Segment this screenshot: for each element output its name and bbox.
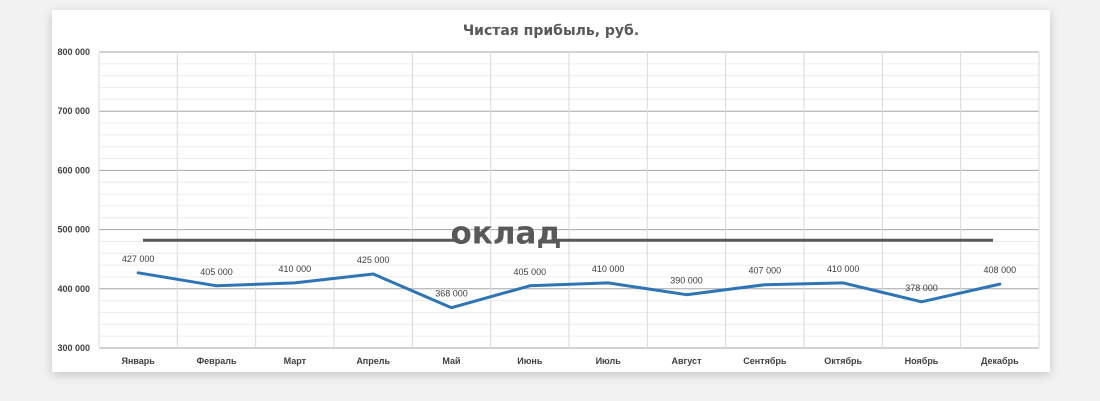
x-tick-label: Май (442, 356, 460, 366)
data-label: 410 000 (592, 264, 625, 274)
chart-card (52, 10, 1050, 372)
x-tick-label: Сентябрь (743, 356, 787, 366)
y-tick-label: 800 000 (57, 47, 90, 57)
data-label: 425 000 (357, 255, 390, 265)
data-labels: 427 000 405 000 410 000 425 000 368 000 405 0… (122, 254, 1016, 299)
x-tick-label: Апрель (356, 356, 390, 366)
data-label: 405 000 (514, 267, 547, 277)
data-label: 427 000 (122, 254, 155, 264)
reference-line-label: оклад (451, 215, 562, 251)
reference-line-group: оклад (143, 215, 993, 251)
chart-title: Чистая прибыль, руб. (463, 23, 639, 39)
y-tick-label: 300 000 (57, 343, 90, 353)
x-tick-label: Июнь (517, 356, 543, 366)
data-label: 368 000 (435, 289, 468, 299)
y-tick-label: 700 000 (57, 106, 90, 116)
y-tick-label: 400 000 (57, 284, 90, 294)
x-tick-label: Декабрь (981, 356, 1019, 366)
x-tick-label: Август (672, 356, 703, 366)
x-tick-label: Март (284, 356, 307, 366)
data-label: 378 000 (905, 283, 938, 293)
y-tick-label: 600 000 (57, 165, 90, 175)
data-label: 408 000 (984, 265, 1017, 275)
vertical-gridlines (98, 52, 1040, 348)
x-tick-label: Январь (121, 356, 155, 366)
data-label: 410 000 (827, 264, 860, 274)
series-group (136, 271, 1002, 310)
data-label: 407 000 (749, 266, 782, 276)
x-tick-label: Октябрь (824, 356, 862, 366)
x-tick-label: Июль (596, 356, 622, 366)
y-axis-tick-labels: 300 000 400 000 500 000 600 000 700 000 800 0… (57, 47, 90, 353)
x-tick-label: Февраль (197, 356, 237, 366)
x-tick-label: Ноябрь (905, 356, 939, 366)
data-label: 405 000 (200, 267, 233, 277)
x-axis-tick-labels: Январь Февраль Март Апрель Май Июнь Июль Август… (121, 356, 1019, 366)
series-line (136, 271, 1002, 310)
data-label: 410 000 (279, 264, 312, 274)
y-tick-label: 500 000 (57, 225, 90, 235)
data-label: 390 000 (670, 276, 703, 286)
